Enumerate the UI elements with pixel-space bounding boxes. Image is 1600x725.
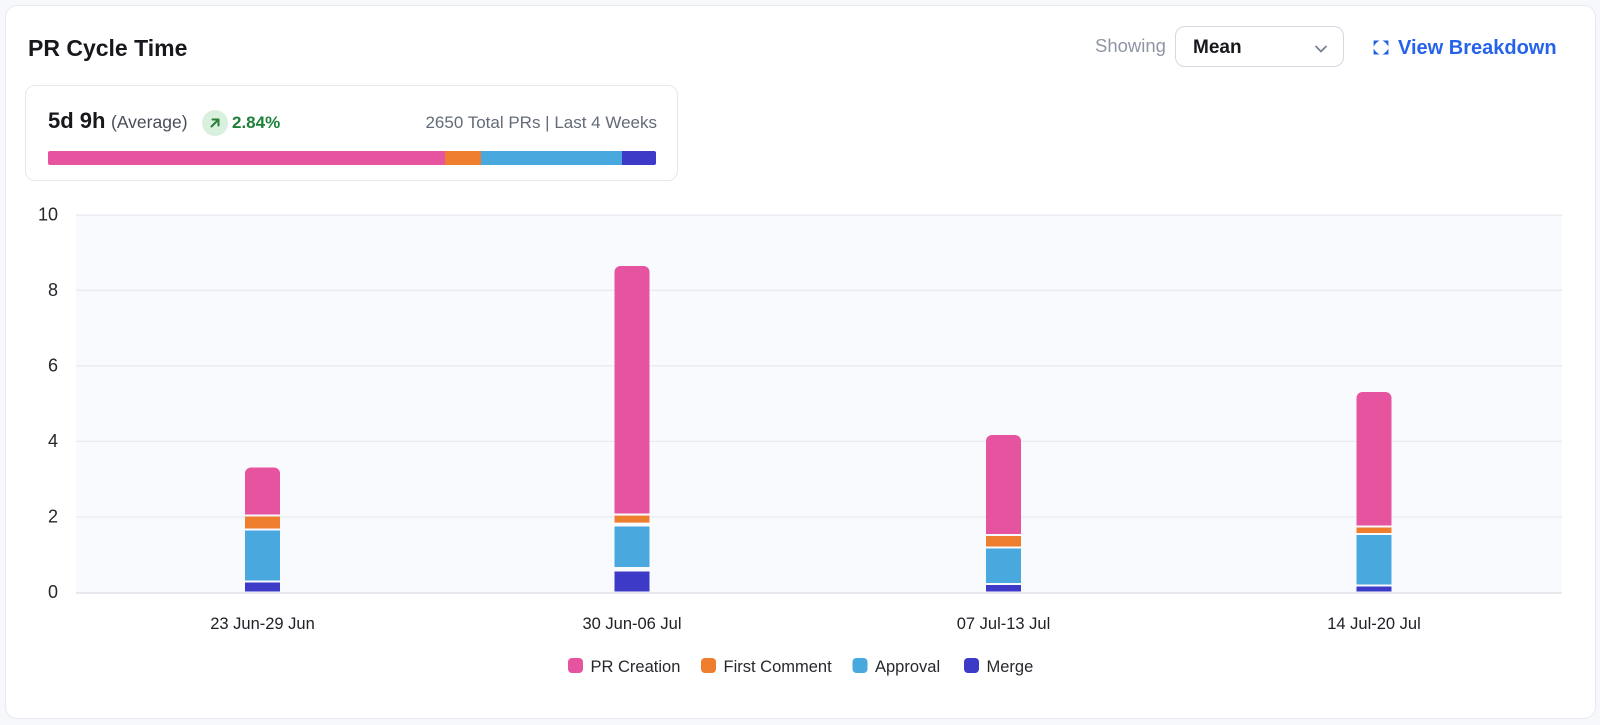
svg-text:30 Jun-06 Jul: 30 Jun-06 Jul [582, 615, 681, 633]
svg-text:8: 8 [48, 280, 58, 300]
svg-text:6: 6 [48, 356, 58, 376]
svg-text:23 Jun-29 Jun: 23 Jun-29 Jun [210, 615, 315, 633]
svg-text:First Comment: First Comment [724, 658, 833, 676]
svg-text:10: 10 [38, 204, 58, 224]
svg-text:0: 0 [48, 582, 58, 602]
svg-text:PR Creation: PR Creation [591, 658, 681, 676]
svg-text:2: 2 [48, 507, 58, 527]
svg-text:4: 4 [48, 431, 58, 451]
svg-text:14 Jul-20 Jul: 14 Jul-20 Jul [1327, 615, 1421, 633]
svg-text:07 Jul-13 Jul: 07 Jul-13 Jul [957, 615, 1051, 633]
svg-text:Merge: Merge [987, 658, 1034, 676]
svg-text:Approval: Approval [875, 658, 940, 676]
